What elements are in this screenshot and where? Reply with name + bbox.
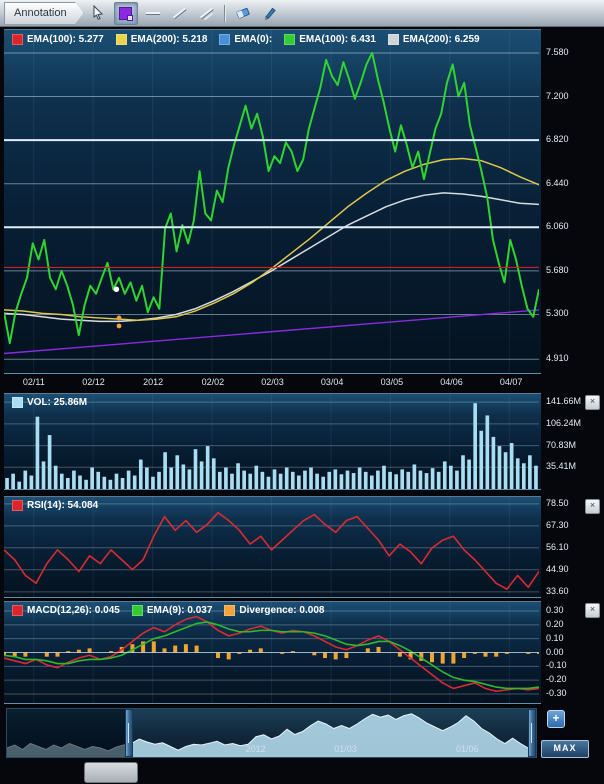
legend-item: Divergence: 0.008 <box>224 605 324 616</box>
pen-tool-button[interactable] <box>258 2 282 25</box>
y-axis-label: 78.50 <box>546 497 569 508</box>
legend-item: EMA(200): 6.259 <box>387 34 480 45</box>
horizontal-line-tool-button[interactable] <box>141 2 165 25</box>
legend-swatch <box>12 500 23 511</box>
legend-item: EMA(200): 5.218 <box>115 34 207 45</box>
legend-swatch <box>219 34 231 45</box>
legend-swatch <box>284 34 296 45</box>
rsi-y-axis: 78.50 67.30 56.10 44.90 33.60 <box>544 496 602 598</box>
annotation-tab[interactable]: Annotation <box>4 2 84 25</box>
rsi-chart-canvas[interactable] <box>4 497 539 597</box>
x-axis-label: 02/03 <box>261 377 284 387</box>
y-axis-label: 35.41M <box>546 461 577 472</box>
y-axis-label: 6.820 <box>546 134 569 145</box>
legend-item: MACD(12,26): 0.045 <box>12 605 120 616</box>
legend-swatch <box>131 605 143 616</box>
x-axis-label: 02/12 <box>82 377 105 387</box>
macd-panel <box>4 601 541 704</box>
x-axis-label: 03/05 <box>380 377 404 387</box>
y-axis-label: 5.680 <box>546 264 569 275</box>
diagonal-line-icon <box>173 7 187 19</box>
navigator-right-handle[interactable] <box>528 709 536 757</box>
y-axis-label: 0.10 <box>546 632 564 643</box>
x-axis-label: 2012 <box>143 377 164 387</box>
y-axis-label: -0.10 <box>546 660 567 671</box>
legend-swatch <box>12 397 23 408</box>
y-axis-label: 44.90 <box>546 563 569 574</box>
zoom-in-button[interactable]: + <box>547 710 565 728</box>
legend-item: RSI(14): 54.084 <box>12 500 98 511</box>
volume-y-axis: 141.66M 106.24M 70.83M 35.41M <box>544 393 602 490</box>
y-axis-label: 33.60 <box>546 585 569 596</box>
y-axis-label: 4.910 <box>546 353 569 364</box>
y-axis-label: -0.30 <box>546 688 567 698</box>
rsi-panel-close-button[interactable]: × <box>585 499 600 514</box>
navigator-canvas[interactable] <box>7 709 536 757</box>
y-axis-label: 7.200 <box>546 90 569 101</box>
eraser-tool-button[interactable] <box>231 2 255 25</box>
navigator-panel[interactable]: 2012 01/03 01/06 <box>6 708 537 758</box>
volume-panel <box>4 393 541 490</box>
y-axis-label: 5.300 <box>546 308 569 319</box>
legend-item: EMA(100): 6.431 <box>284 34 376 45</box>
annotation-tab-label: Annotation <box>14 7 67 19</box>
pen-icon <box>264 7 276 21</box>
legend-item: EMA(9): 0.037 <box>131 605 212 616</box>
rsi-legend: RSI(14): 54.084 <box>12 500 98 511</box>
y-axis-label: 70.83M <box>546 439 577 450</box>
x-axis-label: 04/06 <box>440 377 463 387</box>
y-axis-label: 6.440 <box>546 177 569 188</box>
y-axis-label: 0.20 <box>546 618 564 629</box>
volume-panel-close-button[interactable]: × <box>585 395 600 410</box>
bottom-left-box <box>84 762 138 783</box>
max-zoom-button[interactable]: MAX <box>541 740 589 758</box>
price-legend: EMA(100): 5.277 EMA(200): 5.218 EMA(0): EMA… <box>12 34 480 45</box>
volume-legend: VOL: 25.86M <box>12 397 87 408</box>
cursor-tool-button[interactable] <box>87 2 111 25</box>
price-chart-panel <box>4 29 541 374</box>
macd-y-axis: 0.30 0.20 0.10 0.00 -0.10 -0.20 -0.30 <box>544 601 602 704</box>
toolbar-separator <box>223 4 226 22</box>
eraser-icon <box>236 7 250 19</box>
y-axis-label: 0.00 <box>546 646 564 657</box>
volume-chart-canvas[interactable] <box>4 394 539 489</box>
legend-swatch <box>115 34 127 45</box>
y-axis-label: -0.20 <box>546 674 567 685</box>
channel-line-tool-button[interactable] <box>195 2 219 25</box>
rectangle-icon <box>119 6 134 21</box>
x-axis-label: 03/04 <box>320 377 344 387</box>
price-x-axis: 02/11 02/12 2012 02/02 02/03 03/04 03/05 04/06 0… <box>4 375 541 390</box>
annotation-toolbar: Annotation <box>0 0 604 27</box>
legend-swatch <box>224 605 236 616</box>
macd-legend: MACD(12,26): 0.045 EMA(9): 0.037 Divergenc… <box>12 605 324 616</box>
macd-chart-canvas[interactable] <box>4 602 539 703</box>
y-axis-label: 7.580 <box>546 46 569 57</box>
x-axis-label: 02/02 <box>201 377 225 387</box>
y-axis-label: 6.060 <box>546 221 569 232</box>
navigator-left-handle[interactable] <box>124 709 133 757</box>
legend-swatch <box>12 605 23 616</box>
channel-line-icon <box>200 7 214 19</box>
legend-item: VOL: 25.86M <box>12 397 87 408</box>
cursor-icon <box>93 5 104 20</box>
y-axis-label: 56.10 <box>546 541 569 552</box>
x-axis-label: 02/11 <box>22 377 45 387</box>
rectangle-annotation-tool-button[interactable] <box>113 1 138 25</box>
price-chart-canvas[interactable] <box>4 30 539 373</box>
legend-swatch <box>387 34 399 45</box>
y-axis-label: 106.24M <box>546 417 582 428</box>
y-axis-label: 0.30 <box>546 604 564 615</box>
y-axis-label: 141.66M <box>546 396 582 407</box>
legend-item: EMA(0): <box>219 34 272 45</box>
y-axis-label: 67.30 <box>546 519 569 530</box>
price-y-axis: 7.580 7.200 6.820 6.440 6.060 5.680 5.300 4.910 <box>544 29 602 374</box>
x-axis-label: 04/07 <box>499 377 523 387</box>
macd-panel-close-button[interactable]: × <box>585 603 600 618</box>
legend-swatch <box>12 34 23 45</box>
legend-item: EMA(100): 5.277 <box>12 34 104 45</box>
diagonal-line-tool-button[interactable] <box>168 2 192 25</box>
rsi-panel <box>4 496 541 598</box>
horizontal-line-icon <box>145 12 160 14</box>
